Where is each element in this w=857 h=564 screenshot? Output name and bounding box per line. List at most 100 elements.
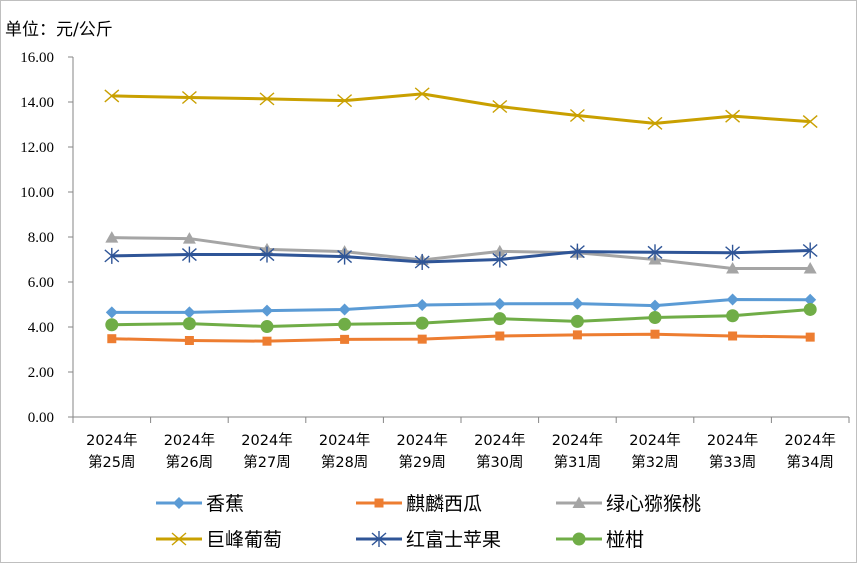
data-point	[728, 331, 738, 341]
data-point	[647, 116, 663, 130]
legend-marker	[374, 498, 384, 508]
data-point	[261, 304, 273, 317]
data-point	[569, 108, 585, 123]
series-4	[104, 87, 818, 130]
data-point	[802, 115, 818, 129]
series-line	[111, 298, 811, 314]
data-point	[338, 303, 351, 316]
data-point	[571, 297, 584, 310]
series-line	[111, 249, 811, 264]
data-point	[804, 293, 817, 306]
legend-entry: 香蕉	[156, 493, 244, 515]
data-point	[414, 87, 430, 101]
data-point	[259, 92, 275, 106]
y-tick-label: 6.00	[28, 275, 54, 291]
legend-entry: 红富士苹果	[356, 529, 501, 551]
y-tick-label: 16.00	[20, 50, 54, 66]
data-point	[183, 306, 196, 319]
data-point	[570, 314, 584, 328]
data-point	[104, 247, 120, 264]
data-point	[104, 89, 120, 103]
series-line	[111, 332, 811, 343]
series-line	[111, 92, 811, 125]
legend-label: 绿心猕猴桃	[606, 493, 701, 515]
series-2	[107, 329, 815, 346]
data-point	[493, 244, 507, 257]
series-line	[111, 236, 811, 270]
x-tick-label: 2024年第30周	[474, 432, 525, 471]
x-tick-label: 2024年第32周	[629, 432, 680, 471]
legend-entry: 椪柑	[556, 529, 644, 551]
legend-label: 香蕉	[206, 493, 244, 515]
x-tick-label: 2024年第33周	[707, 432, 758, 471]
data-point	[802, 242, 818, 259]
legend-label: 红富士苹果	[406, 529, 501, 551]
data-point	[493, 297, 506, 310]
y-tick-label: 8.00	[28, 230, 54, 246]
x-tick-label: 2024年第25周	[86, 432, 137, 471]
x-tick-label: 2024年第34周	[784, 432, 835, 471]
data-point	[105, 231, 119, 243]
y-tick-label: 10.00	[20, 185, 54, 201]
y-tick-label: 0.00	[28, 410, 54, 426]
y-tick-label: 4.00	[28, 320, 54, 336]
series-1	[105, 293, 817, 319]
x-tick-label: 2024年第28周	[319, 432, 370, 471]
data-point	[337, 248, 353, 265]
data-point	[726, 293, 739, 306]
data-point	[572, 330, 582, 340]
data-point	[492, 99, 508, 114]
data-point	[262, 336, 272, 346]
x-tick-label: 2024年第26周	[164, 432, 215, 471]
data-point	[803, 262, 817, 274]
data-point	[414, 253, 430, 270]
data-point	[182, 317, 196, 331]
legend-label: 巨峰葡萄	[206, 529, 282, 551]
data-point	[260, 320, 274, 334]
data-point	[493, 312, 507, 326]
data-point	[647, 244, 663, 261]
legend-marker	[371, 531, 387, 547]
data-point	[340, 334, 350, 344]
data-point	[649, 299, 661, 312]
data-point	[726, 309, 740, 323]
legend-marker	[572, 532, 586, 546]
x-tick-label: 2024年第27周	[241, 432, 292, 471]
unit-label: 单位：元/公斤	[5, 20, 113, 40]
series-6	[105, 302, 817, 334]
legend-label: 椪柑	[606, 529, 644, 551]
y-tick-label: 12.00	[20, 140, 54, 156]
legend-marker	[171, 532, 187, 546]
data-point	[803, 302, 817, 316]
data-point	[259, 246, 275, 263]
series-line	[111, 307, 811, 329]
data-point	[416, 298, 429, 311]
legend-entry: 绿心猕猴桃	[556, 493, 701, 515]
x-tick-label: 2024年第31周	[552, 432, 603, 471]
data-point	[337, 94, 353, 108]
legend-entry: 巨峰葡萄	[156, 529, 282, 551]
data-point	[805, 332, 815, 342]
y-tick-label: 2.00	[28, 365, 54, 381]
data-point	[650, 329, 660, 339]
y-tick-label: 14.00	[20, 95, 54, 111]
x-tick-label: 2024年第29周	[396, 432, 447, 471]
legend-label: 麒麟西瓜	[406, 493, 482, 515]
data-point	[415, 316, 429, 330]
data-point	[181, 90, 197, 105]
data-point	[648, 311, 662, 325]
data-point	[182, 232, 196, 244]
data-point	[726, 262, 740, 274]
legend-marker	[173, 497, 185, 509]
data-point	[492, 251, 508, 268]
series-5	[104, 242, 818, 270]
data-point	[105, 306, 118, 319]
data-point	[105, 318, 119, 332]
data-point	[725, 244, 741, 261]
legend-marker	[572, 496, 586, 508]
data-point	[184, 336, 194, 345]
data-point	[495, 331, 505, 341]
data-point	[417, 334, 427, 344]
